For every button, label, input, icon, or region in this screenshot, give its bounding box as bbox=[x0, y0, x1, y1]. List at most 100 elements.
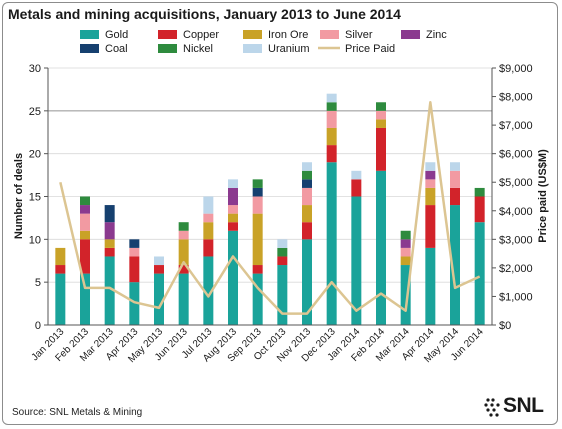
bar-uranium-jul-2013 bbox=[203, 196, 214, 214]
bar-uranium-aug-2013 bbox=[228, 179, 238, 188]
bar-uranium-may-2014 bbox=[450, 162, 460, 171]
bar-silver-apr-2013 bbox=[129, 247, 140, 257]
bar-iron-ore-jul-2013 bbox=[203, 222, 214, 240]
bar-copper-apr-2014 bbox=[425, 205, 436, 248]
y-tick-label: 15 bbox=[29, 192, 41, 204]
legend-label-silver: Silver bbox=[345, 29, 373, 41]
bar-zinc-mar-2013 bbox=[104, 222, 115, 240]
bar-silver-sep-2013 bbox=[252, 196, 263, 214]
legend-label-iron-ore: Iron Ore bbox=[268, 29, 308, 41]
left-axis-ticks: 0 5 10 15 20 25 30 bbox=[29, 63, 48, 332]
legend-swatch-copper bbox=[158, 30, 177, 39]
bar-uranium-oct-2013 bbox=[277, 239, 288, 248]
bar-gold-jan-2013 bbox=[55, 273, 66, 325]
bar-iron-ore-sep-2013 bbox=[252, 213, 263, 266]
legend-label-gold: Gold bbox=[105, 29, 128, 41]
bar-gold-jun-2013 bbox=[178, 273, 189, 325]
y2-tick-label: $3,000 bbox=[499, 234, 533, 246]
legend-swatch-silver bbox=[320, 30, 339, 39]
bar-zinc-aug-2013 bbox=[228, 187, 238, 206]
bar-uranium-dec-2013 bbox=[326, 93, 337, 103]
legend-swatch-uranium bbox=[243, 44, 262, 53]
bar-gold-jan-2014 bbox=[351, 196, 362, 325]
bar-copper-apr-2013 bbox=[129, 256, 140, 283]
bar-nickel-dec-2013 bbox=[326, 102, 337, 111]
bar-copper-aug-2013 bbox=[228, 222, 238, 231]
chart-title: Metals and mining acquisitions, January … bbox=[8, 6, 401, 22]
bar-copper-oct-2013 bbox=[277, 256, 288, 266]
bar-zinc-feb-2013 bbox=[80, 205, 90, 214]
y2-tick-label: $8,000 bbox=[499, 92, 533, 104]
bar-copper-jun-2013 bbox=[178, 265, 189, 274]
y-tick-label: 30 bbox=[29, 63, 41, 75]
bar-nickel-oct-2013 bbox=[277, 247, 288, 257]
bar-silver-feb-2014 bbox=[376, 110, 386, 120]
legend-label-coal: Coal bbox=[105, 43, 128, 55]
bar-gold-nov-2013 bbox=[302, 239, 312, 325]
y2-tick-label: $0 bbox=[499, 320, 511, 332]
bar-nickel-nov-2013 bbox=[302, 170, 312, 180]
bar-uranium-jan-2014 bbox=[351, 170, 362, 180]
legend: Gold Copper Iron Ore Silver Zinc Coal Nickel Ur… bbox=[80, 29, 447, 55]
bar-gold-mar-2014 bbox=[400, 265, 411, 325]
bar-uranium-apr-2014 bbox=[425, 162, 436, 171]
bar-copper-jan-2013 bbox=[55, 265, 66, 274]
bar-iron-ore-feb-2014 bbox=[376, 119, 386, 128]
bars bbox=[55, 93, 485, 325]
bar-copper-jun-2014 bbox=[474, 196, 485, 223]
y-tick-label: 25 bbox=[29, 106, 41, 118]
bar-gold-oct-2013 bbox=[277, 265, 288, 325]
bar-silver-may-2014 bbox=[450, 170, 460, 188]
bar-gold-feb-2014 bbox=[376, 170, 386, 325]
bar-copper-jul-2013 bbox=[203, 239, 214, 257]
bar-iron-ore-aug-2013 bbox=[228, 213, 238, 223]
legend-swatch-iron-ore bbox=[243, 30, 262, 39]
y-tick-label: 0 bbox=[35, 320, 41, 332]
bar-gold-jul-2013 bbox=[203, 256, 214, 325]
bar-copper-mar-2013 bbox=[104, 247, 115, 257]
bar-iron-ore-jun-2013 bbox=[178, 239, 189, 266]
bar-nickel-mar-2014 bbox=[400, 230, 411, 240]
bar-coal-sep-2013 bbox=[252, 187, 263, 197]
legend-label-uranium: Uranium bbox=[268, 43, 310, 55]
bar-silver-jun-2013 bbox=[178, 230, 189, 240]
bar-silver-aug-2013 bbox=[228, 205, 238, 214]
y-tick-label: 20 bbox=[29, 149, 41, 161]
y2-tick-label: $7,000 bbox=[499, 120, 533, 132]
bar-uranium-nov-2013 bbox=[302, 162, 312, 171]
bar-copper-nov-2013 bbox=[302, 222, 312, 240]
y2-axis-label: Price paid (US$M) bbox=[537, 149, 549, 243]
bar-copper-sep-2013 bbox=[252, 265, 263, 274]
bar-silver-apr-2014 bbox=[425, 179, 436, 188]
y2-tick-label: $1,000 bbox=[499, 291, 533, 303]
bar-gold-apr-2014 bbox=[425, 247, 436, 325]
bar-iron-ore-nov-2013 bbox=[302, 205, 312, 223]
legend-swatch-nickel bbox=[158, 44, 177, 53]
bar-gold-apr-2013 bbox=[129, 282, 140, 325]
bar-gold-sep-2013 bbox=[252, 273, 263, 325]
price-line bbox=[59, 101, 481, 315]
bar-gold-dec-2013 bbox=[326, 162, 337, 325]
right-axis-ticks: $0 $1,000 $2,000 $3,000 $4,000 $5,000 $6,000 $7… bbox=[492, 63, 533, 332]
bar-gold-aug-2013 bbox=[228, 230, 238, 325]
chart-frame bbox=[2, 2, 558, 425]
y-tick-label: 10 bbox=[29, 234, 41, 246]
y-axis-label: Number of deals bbox=[13, 153, 25, 239]
y2-tick-label: $4,000 bbox=[499, 206, 533, 218]
logo-dots-icon bbox=[484, 398, 500, 417]
bar-coal-apr-2013 bbox=[129, 239, 140, 248]
bar-nickel-jun-2014 bbox=[474, 187, 485, 197]
bar-gold-may-2013 bbox=[154, 273, 164, 325]
bar-iron-ore-mar-2014 bbox=[400, 256, 411, 266]
legend-label-nickel: Nickel bbox=[183, 43, 213, 55]
bar-copper-jan-2014 bbox=[351, 179, 362, 197]
bar-coal-mar-2013 bbox=[104, 205, 115, 223]
legend-swatch-gold bbox=[80, 30, 99, 39]
bar-zinc-apr-2014 bbox=[425, 170, 436, 180]
bar-copper-may-2014 bbox=[450, 187, 460, 206]
bar-uranium-may-2013 bbox=[154, 256, 164, 266]
bar-copper-may-2013 bbox=[154, 265, 164, 274]
y2-tick-label: $9,000 bbox=[499, 63, 533, 75]
